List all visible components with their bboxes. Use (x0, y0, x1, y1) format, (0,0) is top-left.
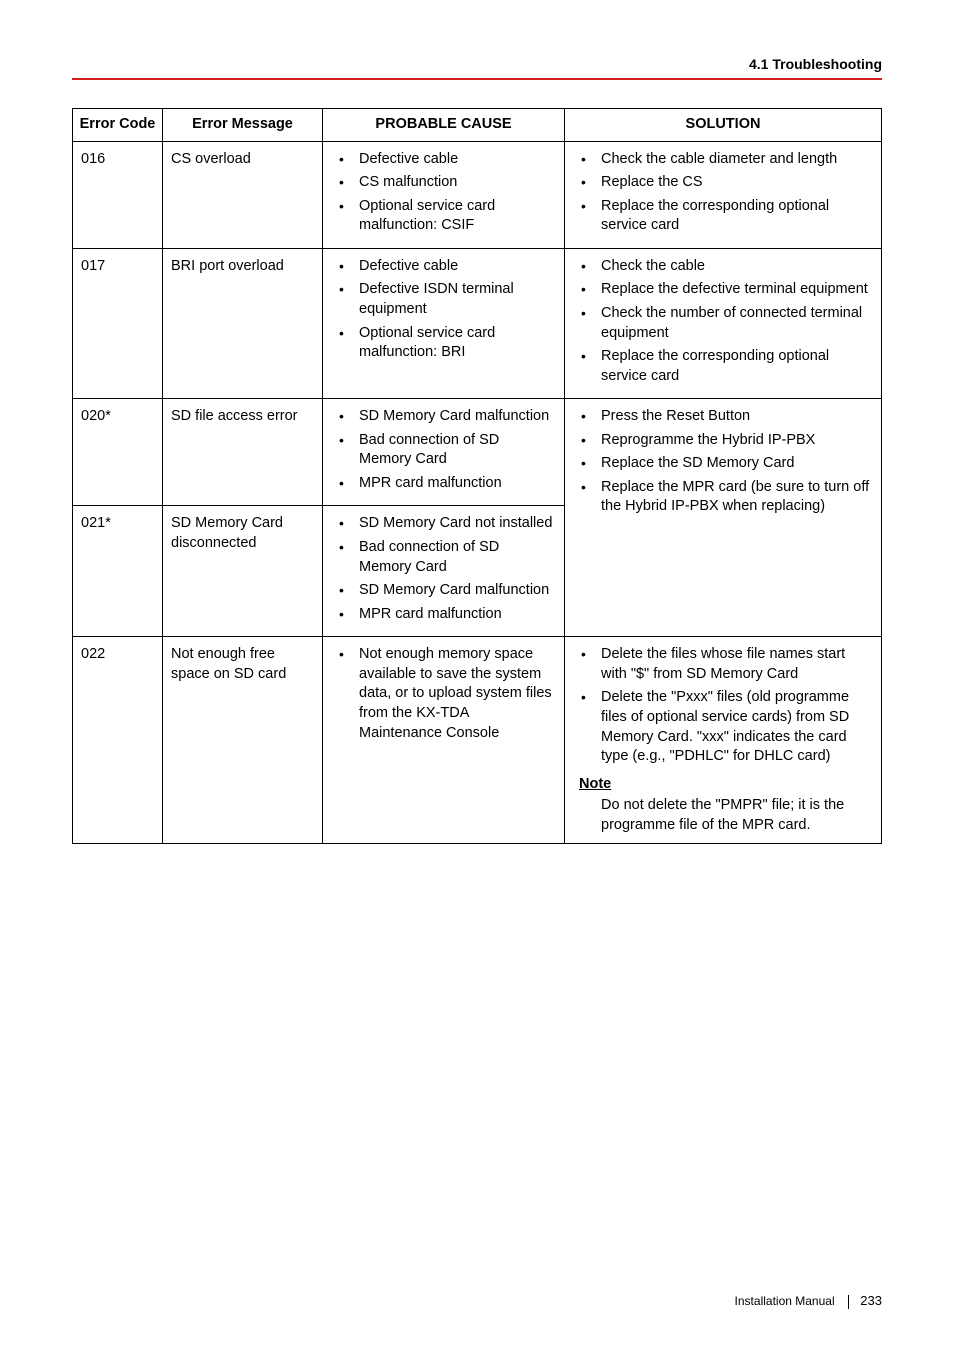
solution-item: Press the Reset Button (579, 407, 871, 427)
cause-item: CS malfunction (337, 173, 554, 193)
footer-doc-title: Installation Manual (735, 1294, 835, 1308)
cause-item: Bad connection of SD Memory Card (337, 431, 554, 470)
section-heading: 4.1 Troubleshooting (72, 56, 882, 78)
solution-item: Replace the corresponding optional servi… (579, 347, 871, 386)
cell-cause: SD Memory Card malfunction Bad connectio… (323, 399, 565, 506)
cell-code: 020* (73, 399, 163, 506)
cell-msg: Not enough free space on SD card (163, 637, 323, 844)
solution-item: Replace the defective terminal equipment (579, 280, 871, 300)
solution-item: Delete the files whose file names start … (579, 645, 871, 684)
cause-item: SD Memory Card malfunction (337, 581, 554, 601)
header-rule (72, 78, 882, 80)
cause-item: SD Memory Card malfunction (337, 407, 554, 427)
cell-solution: Check the cable diameter and length Repl… (565, 141, 882, 248)
table-row: 022 Not enough free space on SD card Not… (73, 637, 882, 844)
cause-item: Defective cable (337, 257, 554, 277)
cell-solution: Check the cable Replace the defective te… (565, 248, 882, 398)
footer-page-number: 233 (860, 1293, 882, 1308)
cause-item: Not enough memory space available to sav… (337, 645, 554, 743)
table-header-row: Error Code Error Message PROBABLE CAUSE … (73, 109, 882, 142)
cause-item: SD Memory Card not installed (337, 514, 554, 534)
cause-item: Optional service card malfunction: CSIF (337, 197, 554, 236)
col-error-message: Error Message (163, 109, 323, 142)
col-error-code: Error Code (73, 109, 163, 142)
cell-cause: SD Memory Card not installed Bad connect… (323, 506, 565, 637)
note-body: Do not delete the "PMPR" file; it is the… (579, 796, 871, 835)
table-row: 016 CS overload Defective cable CS malfu… (73, 141, 882, 248)
solution-item: Replace the SD Memory Card (579, 454, 871, 474)
troubleshooting-table: Error Code Error Message PROBABLE CAUSE … (72, 108, 882, 844)
col-probable-cause: PROBABLE CAUSE (323, 109, 565, 142)
cause-item: Defective ISDN terminal equipment (337, 280, 554, 319)
cause-item: Optional service card malfunction: BRI (337, 324, 554, 363)
cause-item: MPR card malfunction (337, 474, 554, 494)
cell-msg: CS overload (163, 141, 323, 248)
solution-item: Delete the "Pxxx" files (old programme f… (579, 688, 871, 766)
cause-item: MPR card malfunction (337, 605, 554, 625)
solution-item: Replace the corresponding optional servi… (579, 197, 871, 236)
solution-item: Check the cable (579, 257, 871, 277)
table-row: 020* SD file access error SD Memory Card… (73, 399, 882, 506)
cell-code: 017 (73, 248, 163, 398)
cell-solution: Press the Reset Button Reprogramme the H… (565, 399, 882, 637)
col-solution: SOLUTION (565, 109, 882, 142)
solution-item: Check the cable diameter and length (579, 150, 871, 170)
solution-item: Check the number of connected terminal e… (579, 304, 871, 343)
cell-code: 021* (73, 506, 163, 637)
cell-cause: Defective cable CS malfunction Optional … (323, 141, 565, 248)
cell-code: 016 (73, 141, 163, 248)
note-heading: Note (579, 775, 871, 795)
solution-item: Replace the CS (579, 173, 871, 193)
cell-msg: SD Memory Card disconnected (163, 506, 323, 637)
cell-msg: BRI port overload (163, 248, 323, 398)
solution-item: Reprogramme the Hybrid IP-PBX (579, 431, 871, 451)
cause-item: Defective cable (337, 150, 554, 170)
cell-solution: Delete the files whose file names start … (565, 637, 882, 844)
footer-divider (848, 1295, 849, 1309)
cell-cause: Not enough memory space available to sav… (323, 637, 565, 844)
cell-code: 022 (73, 637, 163, 844)
cause-item: Bad connection of SD Memory Card (337, 538, 554, 577)
cell-cause: Defective cable Defective ISDN terminal … (323, 248, 565, 398)
page-footer: Installation Manual 233 (735, 1293, 882, 1309)
cell-msg: SD file access error (163, 399, 323, 506)
solution-item: Replace the MPR card (be sure to turn of… (579, 478, 871, 517)
table-row: 017 BRI port overload Defective cable De… (73, 248, 882, 398)
